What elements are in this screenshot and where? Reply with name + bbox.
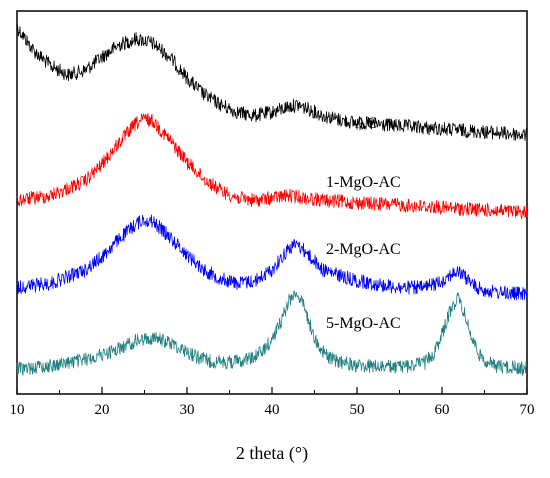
series-layer bbox=[16, 24, 528, 376]
series-label-5-mgo-ac: 5-MgO-AC bbox=[326, 315, 401, 332]
series-label-ac: AC bbox=[355, 115, 377, 132]
x-tick-label: 40 bbox=[265, 402, 280, 418]
x-tick-label: 10 bbox=[10, 402, 25, 418]
x-tick-label: 50 bbox=[350, 402, 365, 418]
series-label-1-mgo-ac: 1-MgO-AC bbox=[326, 174, 401, 191]
x-tick-label: 20 bbox=[95, 402, 110, 418]
series-line-1-mgo-ac bbox=[16, 113, 528, 220]
x-tick-label: 70 bbox=[520, 402, 535, 418]
x-axis-title: 2 theta (°) bbox=[236, 443, 308, 464]
series-line-ac bbox=[16, 24, 528, 142]
x-axis: 10 20 30 40 50 60 70 bbox=[10, 387, 535, 418]
series-line-2-mgo-ac bbox=[16, 214, 528, 301]
x-tick-label: 60 bbox=[435, 402, 450, 418]
x-tick-label: 30 bbox=[180, 402, 195, 418]
series-line-5-mgo-ac bbox=[16, 290, 528, 376]
series-label-2-mgo-ac: 2-MgO-AC bbox=[326, 241, 401, 258]
